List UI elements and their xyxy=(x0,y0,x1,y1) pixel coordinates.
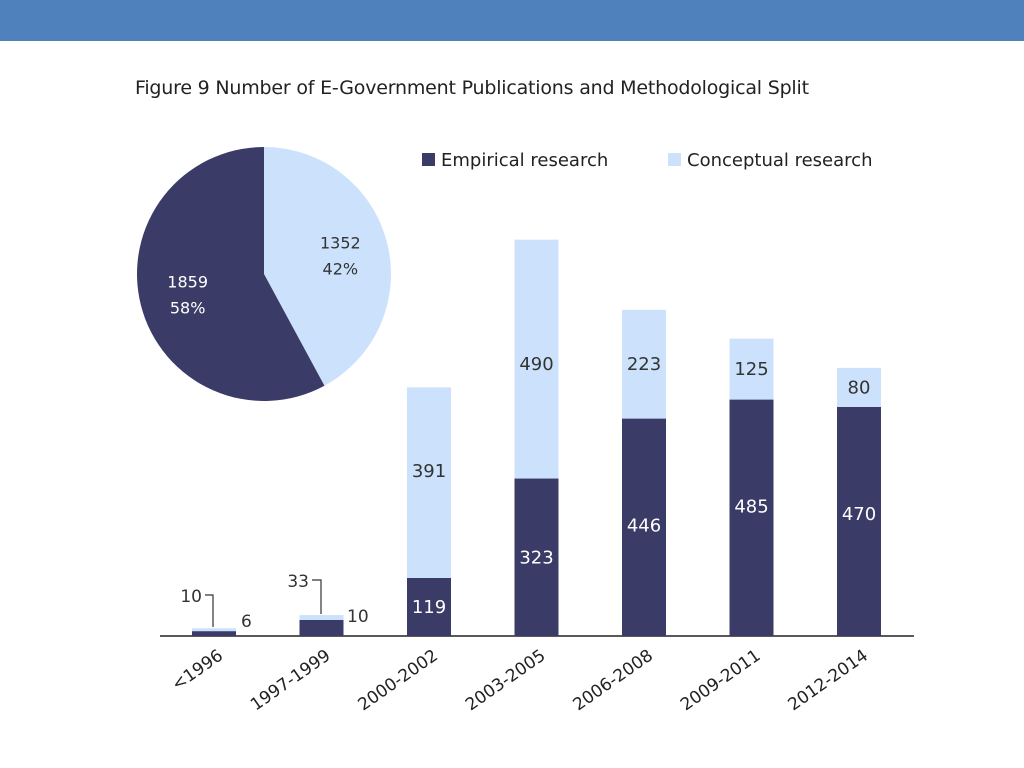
data-label-empirical-0: 10 xyxy=(180,587,202,607)
pie-label-conceptual-value: 1352 xyxy=(320,234,361,253)
data-label-conceptual-3: 490 xyxy=(519,354,553,375)
bar-empirical-2 xyxy=(407,577,451,636)
data-label-empirical-5: 485 xyxy=(734,497,768,518)
bar-conceptual-5 xyxy=(729,338,774,400)
bar-empirical-4 xyxy=(622,418,666,636)
x-tick-label-4: 2006-2008 xyxy=(569,646,656,716)
bar-empirical-1 xyxy=(299,619,344,636)
bar-conceptual-4 xyxy=(622,309,666,419)
bar-empirical-5 xyxy=(729,399,774,636)
x-tick-label-0: <1996 xyxy=(168,646,227,695)
pie-label-empirical-percent: 58% xyxy=(170,298,206,317)
data-label-conceptual-5: 125 xyxy=(734,359,768,380)
x-tick-label-6: 2012-2014 xyxy=(784,646,871,716)
bar-conceptual-0 xyxy=(192,628,236,632)
pie-slice-empirical xyxy=(137,147,325,401)
legend-swatch-empirical xyxy=(422,153,435,166)
data-label-empirical-3: 323 xyxy=(519,547,553,568)
data-label-empirical-2: 119 xyxy=(412,597,446,618)
pie-label-conceptual-percent: 42% xyxy=(323,260,359,279)
legend-label-conceptual: Conceptual research xyxy=(687,150,872,171)
data-label-conceptual-2: 391 xyxy=(412,461,446,482)
callout-leader-1 xyxy=(312,579,322,614)
callout-leader-0 xyxy=(205,594,214,627)
bar-empirical-0 xyxy=(192,631,236,636)
slide-banner xyxy=(0,0,1024,41)
data-label-conceptual-6: 80 xyxy=(848,377,871,398)
x-tick-label-3: 2003-2005 xyxy=(462,646,549,716)
bar-empirical-6 xyxy=(837,406,881,636)
data-label-conceptual-4: 223 xyxy=(627,354,661,375)
data-label-empirical-1: 33 xyxy=(287,572,309,592)
pie-slice-conceptual xyxy=(264,147,392,386)
legend-label-empirical: Empirical research xyxy=(441,150,608,171)
pie-label-empirical-value: 1859 xyxy=(167,272,208,291)
bar-empirical-3 xyxy=(514,478,559,636)
data-label-empirical-6: 470 xyxy=(842,504,876,525)
bar-conceptual-2 xyxy=(407,387,451,578)
x-tick-label-2: 2000-2002 xyxy=(354,646,441,716)
data-label-empirical-4: 446 xyxy=(627,516,661,537)
bar-conceptual-1 xyxy=(299,615,344,620)
bar-conceptual-6 xyxy=(837,367,881,407)
figure-title: Figure 9 Number of E-Government Publicat… xyxy=(135,77,809,99)
data-label-conceptual-0: 6 xyxy=(241,612,252,632)
legend-swatch-conceptual xyxy=(668,153,681,166)
bar-conceptual-3 xyxy=(514,239,559,479)
x-tick-label-5: 2009-2011 xyxy=(677,646,764,716)
data-label-conceptual-1: 10 xyxy=(347,607,369,627)
x-tick-label-1: 1997-1999 xyxy=(247,646,334,716)
